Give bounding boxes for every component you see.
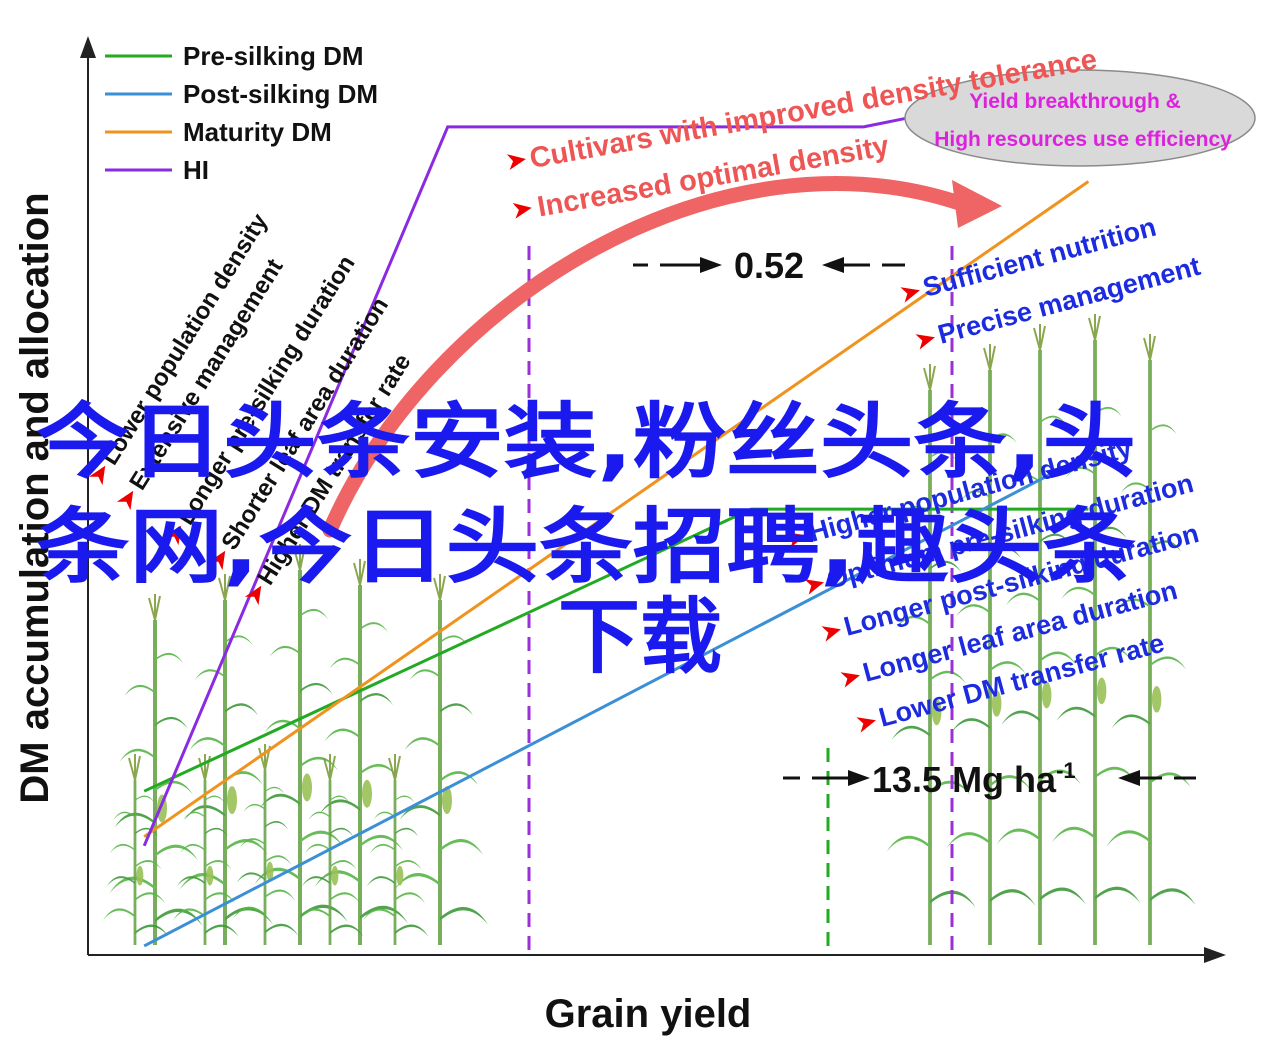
red-bullet-icon [88,465,106,486]
red-bullet-icon [786,532,806,548]
red-bullet-icon [900,287,920,303]
watermark-line-2: 条网,今日头条招聘,趣头条 [36,500,1136,595]
improvement-arrowhead [952,180,1002,228]
maize-plant-icon [298,754,364,945]
maize-plant-icon [103,754,169,945]
legend-label-pre-silking: Pre-silking DM [183,41,364,71]
y-axis-title: DM accumulation and allocation [13,192,57,803]
legend-label-post-silking: Post-silking DM [183,79,378,109]
yield-value-label: 13.5 Mg ha-1 [872,758,1076,800]
legend-label-maturity: Maturity DM [183,117,332,147]
arrow-left-icon [822,257,844,273]
legend-label-hi: HI [183,155,209,185]
maize-plant-icon [109,594,203,945]
watermark-line-1: 今日头条安装,粉丝头条,头 [36,395,1136,490]
maize-plant-icon [363,754,429,945]
yield-value-exponent: -1 [1056,758,1076,783]
oval-line-2: High resources use efficiency [934,128,1232,151]
hi-value-label: 0.52 [734,245,804,286]
x-axis-arrowhead [1204,947,1226,963]
series-line-post-silking-dm [143,453,1090,948]
watermark-line-3: 下载 [558,590,722,685]
maize-plant-icon [1106,334,1196,945]
arrow-right-icon [848,770,870,786]
yield-value-number: 13.5 Mg ha [872,759,1057,800]
red-bullet-icon [208,550,226,571]
x-axis-title: Grain yield [545,992,752,1036]
red-bullet-icon [116,490,134,511]
maize-plant-icon [946,344,1036,945]
red-bullet-icon [840,672,860,688]
y-axis-arrowhead [80,36,96,58]
maize-plant-icon [1051,314,1141,945]
watermark: 今日头条安装,粉丝头条,头 条网,今日头条招聘,趣头条 下载 [36,395,1136,685]
red-bullet-icon [821,626,841,642]
legend: Pre-silking DM Post-silking DM Maturity … [105,41,378,185]
red-bullet-icon [512,203,532,219]
yield-value-annotation: 13.5 Mg ha-1 [783,758,1196,800]
hi-value-annotation: 0.52 [633,245,905,286]
maize-plant-icon [233,744,299,945]
red-bullet-icon [164,525,182,546]
maize-plant-icon [173,754,239,945]
red-bullet-icon [244,585,262,606]
series-line-maturity-dm [143,180,1090,838]
arrow-right-icon [700,257,722,273]
maize-plant-icon [394,574,488,945]
red-bullet-icon [804,579,824,595]
red-bullet-icon [506,154,526,170]
maize-plant-icon [179,574,273,945]
red-bullet-icon [856,717,876,733]
oval-line-1: Yield breakthrough & [969,90,1181,113]
arrow-left-icon [1118,770,1140,786]
red-bullet-icon [915,334,935,350]
yield-breakthrough-oval [904,69,1256,167]
maize-plant-icon [996,324,1086,945]
improvement-arrow [322,176,973,538]
